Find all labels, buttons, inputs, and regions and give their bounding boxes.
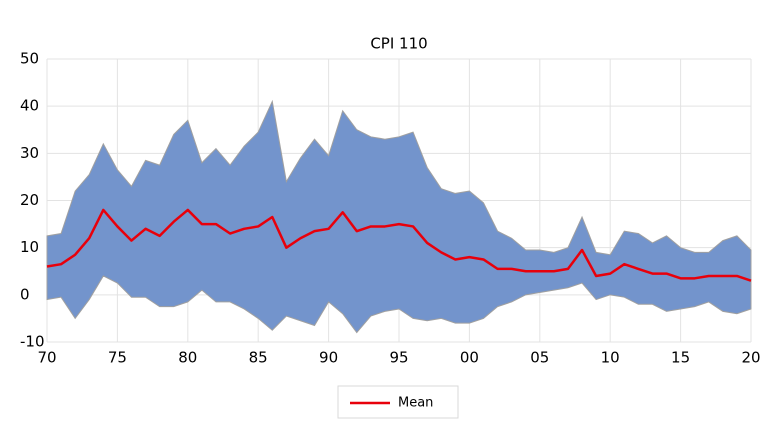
- x-tick-label: 20: [741, 349, 760, 367]
- legend-box: [337, 385, 459, 419]
- x-tick-label: 00: [460, 349, 479, 367]
- x-tick-label: 70: [37, 349, 56, 367]
- y-tick-label: 50: [20, 50, 39, 68]
- y-tick-label: 20: [20, 191, 39, 209]
- x-tick-label: 75: [108, 349, 127, 367]
- x-tick-label: 05: [530, 349, 549, 367]
- series-line: [46, 208, 752, 282]
- y-tick-label: 0: [20, 285, 30, 303]
- x-tick-label: 15: [671, 349, 690, 367]
- x-tick-label: 10: [601, 349, 620, 367]
- x-tick-label: 85: [249, 349, 268, 367]
- y-tick-label: 30: [20, 144, 39, 162]
- y-tick-label: 40: [20, 97, 39, 115]
- x-tick-label: 95: [389, 349, 408, 367]
- legend-label: Mean: [398, 396, 433, 411]
- x-tick-label: 90: [319, 349, 338, 367]
- x-tick-label: 80: [178, 349, 197, 367]
- band-area: [46, 99, 752, 334]
- y-tick-label: 10: [20, 238, 39, 256]
- y-tick-label: -10: [20, 333, 45, 351]
- chart-title: CPI 110: [370, 35, 427, 53]
